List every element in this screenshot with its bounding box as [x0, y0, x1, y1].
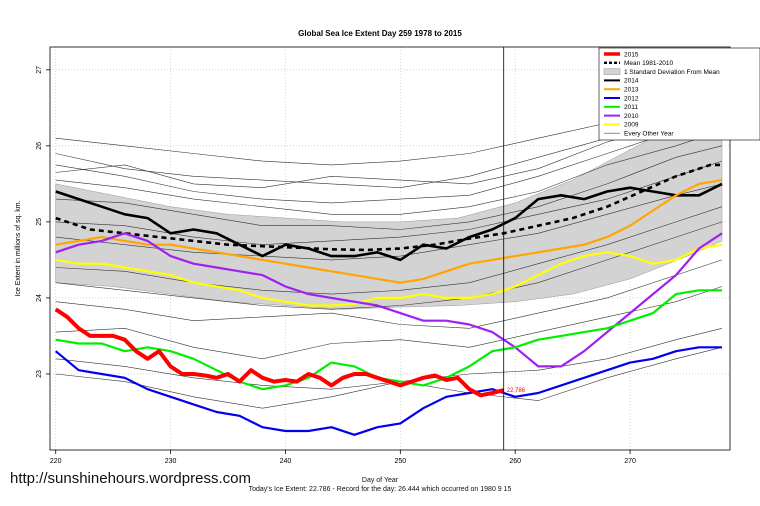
chart-title: Global Sea Ice Extent Day 259 1978 to 20… [298, 29, 462, 38]
legend: 2015 Mean 1981-2010 1 Standard Deviation F… [598, 47, 760, 141]
record-caption: Today's Ice Extent: 22.786 - Record for … [248, 486, 512, 493]
every-other-year-line-10 [55, 259, 723, 329]
y-tick-label-23: 23 [36, 370, 43, 378]
legend-box [598, 47, 760, 141]
std-dev-band-area [55, 99, 723, 310]
legend-swatch-1-standard-deviation-from-mean [603, 68, 621, 75]
x-tick-label-250: 250 [394, 458, 406, 465]
series-lines [54, 163, 723, 436]
every-other-year-line-13 [55, 347, 723, 409]
series-line-2013 [55, 179, 723, 284]
every-other-year-line-3 [55, 122, 723, 204]
every-other-year-line-4 [55, 130, 723, 215]
x-tick-label-260: 260 [509, 458, 521, 465]
every-other-year-lines [55, 88, 723, 409]
series-line-mean-1981-2010 [55, 163, 722, 252]
series-line-2009 [55, 243, 723, 307]
legend-label-2009: 2009 [624, 122, 639, 129]
y-axis-label: Ice Extent in millions of sq. km. [15, 200, 22, 296]
y-tick-label-25: 25 [36, 218, 43, 226]
legend-label-2013: 2013 [624, 87, 639, 94]
y-tick-label-26: 26 [36, 142, 43, 150]
site-url: http://sunshinehours.wordpress.com [10, 470, 251, 487]
series-line-2015 [54, 307, 505, 398]
std-dev-band [55, 99, 723, 310]
legend-label-2014: 2014 [624, 78, 639, 85]
every-other-year-line-8 [55, 206, 723, 295]
every-other-year-line-7 [55, 183, 723, 261]
series-line-2010 [55, 232, 723, 368]
x-tick-label-220: 220 [50, 458, 62, 465]
x-tick-label-240: 240 [280, 458, 292, 465]
legend-label-2012: 2012 [624, 95, 639, 102]
current-value-label: 22.786 [507, 388, 526, 394]
series-line-2014 [55, 182, 723, 262]
x-axis-label: Day of Year [361, 477, 399, 484]
legend-label-2015: 2015 [624, 51, 639, 58]
axes: 22.786 220 230 240 250 260 270 23 24 25 26 27 [36, 46, 731, 465]
legend-label-every-other-year: Every Other Year [624, 131, 674, 138]
every-other-year-line-5 [55, 145, 723, 230]
x-tick-label-230: 230 [165, 458, 177, 465]
y-tick-label-24: 24 [36, 294, 43, 302]
plot-frame [49, 46, 731, 451]
series-line-2012 [54, 346, 722, 436]
x-tick-label-270: 270 [624, 458, 636, 465]
legend-label-2010: 2010 [624, 113, 639, 120]
every-other-year-line-9 [55, 221, 723, 310]
y-tick-label-27: 27 [36, 66, 43, 74]
legend-label-1-standard-deviation-from-mean: 1 Standard Deviation From Mean [624, 69, 720, 76]
legend-label-mean-1981-2010: Mean 1981-2010 [624, 60, 674, 67]
legend-label-2011: 2011 [624, 104, 638, 111]
